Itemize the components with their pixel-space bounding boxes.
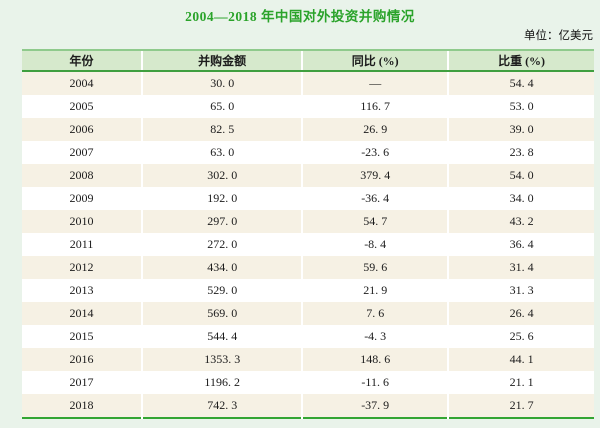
table-row: 2008 302. 0 379. 4 54. 0 [22, 164, 594, 187]
value-cell: 63. 0 [141, 141, 303, 164]
year-cell: 2014 [69, 306, 94, 320]
value-cell: 21. 1 [447, 371, 594, 394]
value-cell: 36. 4 [447, 233, 594, 256]
value-cell: 25. 6 [447, 325, 594, 348]
value-cell: -8. 4 [301, 233, 449, 256]
year-cell: 2009 [69, 191, 94, 205]
value-cell: 43. 2 [447, 210, 594, 233]
year-cell: 2010 [69, 214, 94, 228]
table-row: 2009 192. 0 -36. 4 34. 0 [22, 187, 594, 210]
value-cell: 82. 5 [141, 118, 303, 141]
data-table: 年份 并购金额 同比 (%) 比重 (%) 2004 30. 0—54. 4 2005 65… [22, 49, 594, 419]
table-row: 2007 63. 0 -23. 6 23. 8 [22, 141, 594, 164]
value-cell: 31. 4 [447, 256, 594, 279]
page-title: 2004—2018 年中国对外投资并购情况 [185, 9, 415, 24]
value-cell: 192. 0 [141, 187, 303, 210]
value-cell: 116. 7 [301, 95, 449, 118]
value-cell: 1196. 2 [141, 371, 303, 394]
year-cell: 2015 [69, 329, 94, 343]
value-cell: 569. 0 [141, 302, 303, 325]
value-cell: 26. 4 [447, 302, 594, 325]
value-cell: 23. 8 [447, 141, 594, 164]
value-cell: 379. 4 [301, 164, 449, 187]
value-cell: -4. 3 [301, 325, 449, 348]
value-cell: 529. 0 [141, 279, 303, 302]
value-cell: 272. 0 [141, 233, 303, 256]
value-cell: 54. 7 [301, 210, 449, 233]
year-cell: 2018 [69, 398, 94, 412]
table-row: 2017 1196. 2 -11. 6 21. 1 [22, 371, 594, 394]
column-header: 比重 (%) [447, 49, 594, 72]
table-row: 2013 529. 0 21. 9 31. 3 [22, 279, 594, 302]
year-cell: 2008 [69, 168, 94, 182]
year-cell: 2016 [69, 352, 94, 366]
value-cell: 31. 3 [447, 279, 594, 302]
value-cell: -36. 4 [301, 187, 449, 210]
value-cell: 1353. 3 [141, 348, 303, 371]
value-cell: 30. 0 [141, 71, 303, 95]
value-cell: 54. 0 [447, 164, 594, 187]
year-cell: 2017 [69, 375, 94, 389]
year-cell: 2004 [69, 76, 94, 90]
table-row: 2016 1353. 3 148. 6 44. 1 [22, 348, 594, 371]
table-row: 2018 742. 3 -37. 9 21. 7 [22, 394, 594, 418]
value-cell: -23. 6 [301, 141, 449, 164]
unit-label: 单位：亿美元 [524, 30, 593, 42]
value-cell: 148. 6 [301, 348, 449, 371]
table-row: 2012 434. 0 59. 6 31. 4 [22, 256, 594, 279]
value-cell: -37. 9 [301, 394, 449, 418]
table-row: 2011 272. 0 -8. 4 36. 4 [22, 233, 594, 256]
column-header: 年份 [22, 49, 143, 72]
table-row: 2015 544. 4 -4. 3 25. 6 [22, 325, 594, 348]
value-cell: 26. 9 [301, 118, 449, 141]
year-cell: 2006 [69, 122, 94, 136]
column-header: 同比 (%) [301, 49, 449, 72]
table-body: 2004 30. 0—54. 4 2005 65. 0 116. 7 53. 0 2006 8… [22, 71, 594, 418]
column-header: 并购金额 [141, 49, 303, 72]
value-cell: 53. 0 [447, 95, 594, 118]
header-row: 年份 并购金额 同比 (%) 比重 (%) [22, 49, 594, 72]
value-cell: 7. 6 [301, 302, 449, 325]
year-cell: 2007 [69, 145, 94, 159]
value-cell: 59. 6 [301, 256, 449, 279]
value-cell: 39. 0 [447, 118, 594, 141]
table-row: 2006 82. 5 26. 9 39. 0 [22, 118, 594, 141]
value-cell: — [301, 71, 449, 95]
year-cell: 2011 [69, 237, 94, 251]
year-cell: 2013 [69, 283, 94, 297]
value-cell: 742. 3 [141, 394, 303, 418]
value-cell: 544. 4 [141, 325, 303, 348]
value-cell: 434. 0 [141, 256, 303, 279]
value-cell: 44. 1 [447, 348, 594, 371]
value-cell: -11. 6 [301, 371, 449, 394]
year-cell: 2012 [69, 260, 94, 274]
table-container: 年份 并购金额 同比 (%) 比重 (%) 2004 30. 0—54. 4 2005 65… [22, 49, 594, 419]
value-cell: 21. 9 [301, 279, 449, 302]
value-cell: 34. 0 [447, 187, 594, 210]
year-cell: 2005 [69, 99, 94, 113]
table-row: 2014 569. 0 7. 6 26. 4 [22, 302, 594, 325]
table-header: 年份 并购金额 同比 (%) 比重 (%) [22, 49, 594, 72]
table-row: 2010 297. 0 54. 7 43. 2 [22, 210, 594, 233]
table-row: 2005 65. 0 116. 7 53. 0 [22, 95, 594, 118]
value-cell: 21. 7 [447, 394, 594, 418]
table-row: 2004 30. 0—54. 4 [22, 71, 594, 95]
value-cell: 297. 0 [141, 210, 303, 233]
value-cell: 65. 0 [141, 95, 303, 118]
value-cell: 54. 4 [447, 71, 594, 95]
value-cell: 302. 0 [141, 164, 303, 187]
